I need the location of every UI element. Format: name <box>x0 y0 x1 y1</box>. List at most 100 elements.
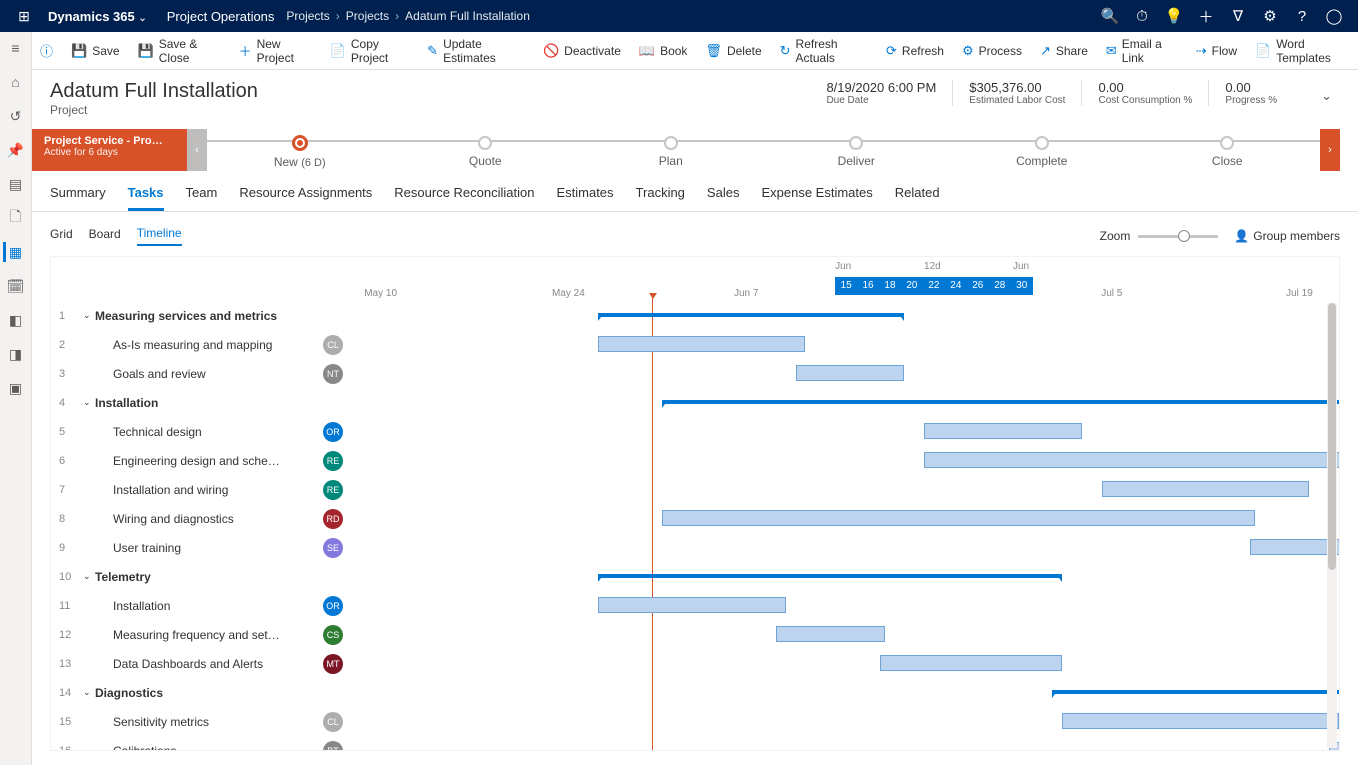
cmd-share[interactable]: ↗Share <box>1040 43 1088 59</box>
stage-complete[interactable]: Complete <box>949 132 1135 168</box>
nav-item-icon[interactable]: 🗋 <box>6 208 26 228</box>
assignee-avatar[interactable]: BT <box>323 741 343 751</box>
cmd-copy-project[interactable]: 📄Copy Project <box>330 37 409 65</box>
stage-deliver[interactable]: Deliver <box>764 132 950 168</box>
stage-plan[interactable]: Plan <box>578 132 764 168</box>
cmd-save-close[interactable]: 💾Save & Close <box>138 37 221 65</box>
breadcrumb-item[interactable]: Projects <box>286 9 329 23</box>
tab-tracking[interactable]: Tracking <box>636 185 685 211</box>
cmd-process[interactable]: ⚙Process <box>962 43 1022 59</box>
summary-bar[interactable] <box>662 400 1339 404</box>
expand-icon[interactable]: ⌄ <box>83 571 95 582</box>
breadcrumb-item[interactable]: Projects <box>346 9 389 23</box>
zoom-slider[interactable] <box>1138 235 1218 238</box>
task-row[interactable]: 12Measuring frequency and set…CS <box>51 620 351 649</box>
stage-new[interactable]: New (6 D) <box>207 131 393 169</box>
nav-item-icon[interactable]: ◧ <box>6 310 26 330</box>
group-members-button[interactable]: 👤 Group members <box>1234 229 1340 243</box>
account-icon[interactable]: ◯ <box>1318 7 1350 25</box>
task-bar[interactable] <box>1250 539 1339 555</box>
task-row[interactable]: 15Sensitivity metricsCL <box>51 707 351 736</box>
task-bar[interactable] <box>1102 481 1309 497</box>
settings-icon[interactable]: ⚙ <box>1254 7 1286 25</box>
stage-close[interactable]: Close <box>1135 132 1321 168</box>
waffle-icon[interactable]: ⊞ <box>8 8 40 25</box>
stage-next-icon[interactable]: › <box>1320 129 1340 171</box>
assignee-avatar[interactable]: CL <box>323 712 343 732</box>
tab-team[interactable]: Team <box>186 185 218 211</box>
task-bar[interactable] <box>598 597 786 613</box>
task-row[interactable]: 4⌄Installation <box>51 388 351 417</box>
summary-bar[interactable] <box>1052 690 1339 694</box>
tab-estimates[interactable]: Estimates <box>556 185 613 211</box>
tab-summary[interactable]: Summary <box>50 185 106 211</box>
cmd-flow[interactable]: ⇢Flow <box>1196 43 1237 59</box>
expand-header-icon[interactable]: ⌄ <box>1313 80 1340 112</box>
tab-resource-reconciliation[interactable]: Resource Reconciliation <box>394 185 534 211</box>
task-row[interactable]: 7Installation and wiringRE <box>51 475 351 504</box>
nav-item-icon[interactable]: 🗓 <box>6 276 26 296</box>
assignee-avatar[interactable]: RE <box>323 451 343 471</box>
task-bar[interactable] <box>924 423 1082 439</box>
task-bar[interactable] <box>924 452 1339 468</box>
assignee-avatar[interactable]: CS <box>323 625 343 645</box>
cmd-email-a-link[interactable]: ✉Email a Link <box>1106 37 1178 65</box>
task-row[interactable]: 2As-Is measuring and mappingCL <box>51 330 351 359</box>
task-bar[interactable] <box>1062 713 1339 729</box>
lightbulb-icon[interactable]: 💡 <box>1158 7 1190 25</box>
breadcrumb-item[interactable]: Adatum Full Installation <box>405 9 530 23</box>
nav-pinned-icon[interactable]: 📌 <box>6 140 26 160</box>
timer-icon[interactable]: ⏱ <box>1126 8 1158 25</box>
vertical-scrollbar[interactable] <box>1327 303 1337 748</box>
expand-icon[interactable]: ⌄ <box>83 310 95 321</box>
cmd-refresh-actuals[interactable]: ↻Refresh Actuals <box>780 37 868 65</box>
cmd-delete[interactable]: 🗑Delete <box>705 43 761 59</box>
expand-icon[interactable]: ⌄ <box>83 687 95 698</box>
date-selection[interactable]: 151618202224262830 <box>835 277 1033 295</box>
cmd-word-templates[interactable]: 📄Word Templates <box>1255 37 1350 65</box>
task-row[interactable]: 13Data Dashboards and AlertsMT <box>51 649 351 678</box>
assignee-avatar[interactable]: OR <box>323 422 343 442</box>
assignee-avatar[interactable]: RD <box>323 509 343 529</box>
task-bar[interactable] <box>880 655 1063 671</box>
expand-icon[interactable]: ⌄ <box>83 397 95 408</box>
cmd-deactivate[interactable]: 🚫Deactivate <box>543 43 621 59</box>
assignee-avatar[interactable]: CL <box>323 335 343 355</box>
cmd-refresh[interactable]: ⟳Refresh <box>886 43 944 59</box>
tab-related[interactable]: Related <box>895 185 940 211</box>
assignee-avatar[interactable]: SE <box>323 538 343 558</box>
task-row[interactable]: 6Engineering design and sche…RE <box>51 446 351 475</box>
zoom-control[interactable]: Zoom <box>1100 229 1219 243</box>
nav-recent-icon[interactable]: ↺ <box>6 106 26 126</box>
help-icon[interactable]: ? <box>1286 8 1318 25</box>
view-timeline[interactable]: Timeline <box>137 226 182 246</box>
active-stage-flag[interactable]: Project Service - Project … Active for 6… <box>32 129 187 171</box>
task-bar[interactable] <box>598 336 805 352</box>
view-board[interactable]: Board <box>89 227 121 245</box>
tab-sales[interactable]: Sales <box>707 185 740 211</box>
module-name[interactable]: Project Operations <box>155 9 287 24</box>
summary-bar[interactable] <box>598 574 1062 578</box>
assignee-avatar[interactable]: RE <box>323 480 343 500</box>
cmd-save[interactable]: 💾Save <box>71 43 120 59</box>
assignee-avatar[interactable]: NT <box>323 364 343 384</box>
task-bar[interactable] <box>796 365 905 381</box>
app-name[interactable]: Dynamics 365 ⌄ <box>40 9 155 24</box>
summary-bar[interactable] <box>598 313 904 317</box>
task-row[interactable]: 9User trainingSE <box>51 533 351 562</box>
task-row[interactable]: 1⌄Measuring services and metrics <box>51 301 351 330</box>
nav-item-icon[interactable]: ▣ <box>6 378 26 398</box>
filter-icon[interactable]: ∇ <box>1222 7 1254 25</box>
task-row[interactable]: 16CalibrationsBT <box>51 736 351 750</box>
task-row[interactable]: 5Technical designOR <box>51 417 351 446</box>
gantt-timeline[interactable]: May 10May 24Jun 7Jul 5Jul 19Aug 21516182… <box>351 257 1339 750</box>
nav-item-icon[interactable]: ◨ <box>6 344 26 364</box>
info-icon[interactable]: ⓘ <box>40 41 53 60</box>
cmd-book[interactable]: 📖Book <box>639 43 688 59</box>
task-row[interactable]: 14⌄Diagnostics <box>51 678 351 707</box>
cmd-update-estimates[interactable]: ✎Update Estimates <box>427 37 525 65</box>
task-row[interactable]: 10⌄Telemetry <box>51 562 351 591</box>
assignee-avatar[interactable]: MT <box>323 654 343 674</box>
task-bar[interactable] <box>776 626 885 642</box>
task-row[interactable]: 11InstallationOR <box>51 591 351 620</box>
